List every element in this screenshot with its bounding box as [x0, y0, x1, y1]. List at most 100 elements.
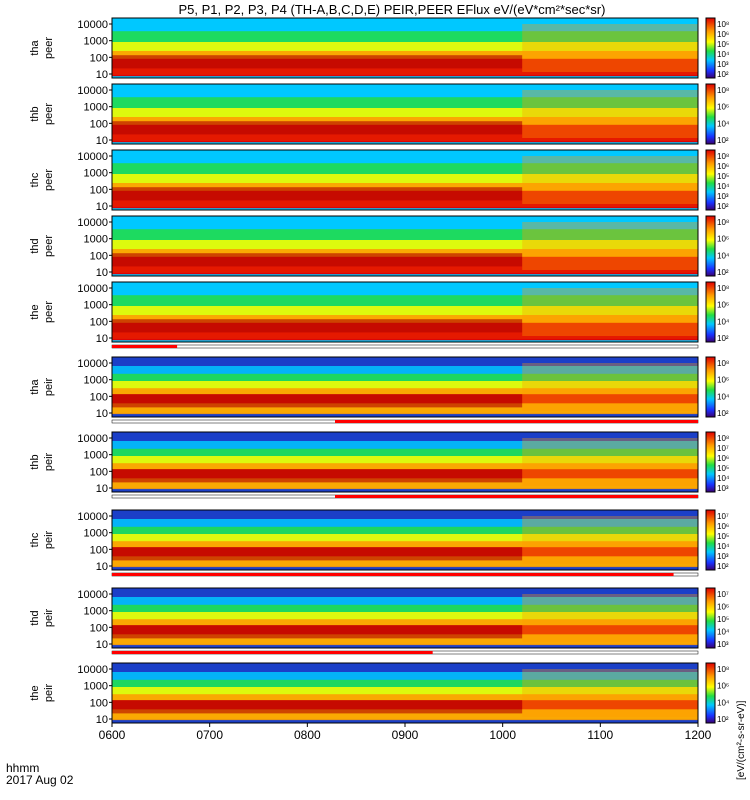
colorbar-tick-label: 10⁸	[717, 665, 729, 674]
colorbar-tick-label: 10⁸	[717, 86, 729, 95]
colorbar-tick-label: 10²	[717, 409, 729, 418]
y-label-probe: the	[29, 304, 41, 319]
spectrogram-core	[112, 121, 523, 135]
flag-bar-track	[111, 344, 699, 349]
y-axis-label: thb peir	[29, 452, 55, 471]
footer-hhmm-label: hhmm	[6, 761, 39, 775]
colorbar-tick-label: 10⁴	[717, 542, 730, 551]
colorbar-tick-label: 10⁶	[717, 603, 729, 612]
y-tick-label: 10000	[77, 511, 108, 523]
spectrogram-disturbed-region	[522, 288, 698, 336]
y-axis-label: thd peir	[29, 608, 55, 627]
panel-the-peer: 10000 1000 100 10 the peer 10⁸ 10⁶ 10⁴ 10²	[29, 281, 730, 345]
colorbar-tick-label: 10³	[717, 640, 729, 649]
y-tick-label: 10000	[77, 283, 108, 295]
colorbar-tick-label: 10⁴	[717, 50, 730, 59]
y-label-probe: thc	[29, 172, 41, 187]
flag-bar	[111, 419, 699, 424]
colorbar-tick-label: 10⁸	[717, 359, 729, 368]
y-label-species: peir	[43, 377, 55, 396]
colorbar-tick-label: 10²	[717, 562, 729, 571]
y-tick-label: 100	[90, 544, 108, 556]
y-tick-label: 10000	[77, 589, 108, 601]
panel-frame	[111, 83, 699, 145]
y-label-probe: tha	[29, 39, 41, 55]
colorbar-tick-label: 10⁴	[717, 628, 730, 637]
y-tick-label: 1000	[84, 606, 108, 618]
y-label-species: peer	[43, 37, 55, 59]
colorbar	[705, 83, 716, 145]
panel-tha-peir: 10000 1000 100 10 tha peir 10⁸ 10⁶ 10⁴ 10²	[29, 356, 730, 420]
colorbar	[705, 281, 716, 343]
panel-thd-peer: 10000 1000 100 10 thd peer 10⁸ 10⁶ 10⁴ 10²	[29, 215, 730, 279]
colorbar-tick-label: 10⁴	[717, 182, 730, 191]
spectrogram-core	[112, 394, 523, 408]
panel-the-peir: 10000 1000 100 10 the peir 10⁸ 10⁶ 10⁴ 10²	[29, 662, 730, 726]
colorbar-tick-label: 10⁷	[717, 512, 729, 521]
y-tick-label: 1000	[84, 528, 108, 540]
colorbar-tick-label: 10⁶	[717, 522, 729, 531]
colorbar-tick-label: 10³	[717, 60, 729, 69]
y-tick-label: 100	[90, 184, 108, 196]
y-tick-label: 10	[96, 714, 108, 726]
panel-frame	[111, 509, 699, 571]
panel-frame	[111, 149, 699, 211]
y-axis-label: thb peer	[29, 103, 55, 125]
y-tick-label: 10000	[77, 19, 108, 31]
colorbar-tick-label: 10⁷	[717, 590, 729, 599]
spectrogram-band	[112, 339, 698, 341]
colorbar	[705, 509, 716, 571]
spectrogram-core	[112, 547, 523, 561]
spectrogram-disturbed-region	[522, 222, 698, 270]
colorbar-tick-label: 10²	[717, 70, 729, 79]
panel-frame	[111, 431, 699, 493]
colorbar	[705, 431, 716, 493]
footer-date-label: 2017 Aug 02	[6, 773, 74, 787]
spectrogram-disturbed-region	[522, 669, 698, 717]
y-label-probe: tha	[29, 378, 41, 394]
y-tick-label: 1000	[84, 102, 108, 114]
y-label-probe: thb	[29, 106, 41, 121]
y-tick-label: 10000	[77, 358, 108, 370]
y-tick-label: 10	[96, 483, 108, 495]
spectrogram-core	[112, 319, 523, 333]
colorbar-tick-label: 10²	[717, 268, 729, 277]
y-label-probe: thb	[29, 454, 41, 469]
y-tick-label: 100	[90, 697, 108, 709]
spectrogram-core	[112, 625, 523, 639]
spectrogram-disturbed-region	[522, 438, 698, 486]
y-tick-label: 1000	[84, 36, 108, 48]
colorbar-tick-label: 10⁸	[717, 284, 729, 293]
spectrogram-band	[112, 273, 698, 275]
colorbar-tick-label: 10⁸	[717, 20, 729, 29]
colorbar-tick-label: 10⁴	[717, 392, 730, 401]
colorbar-tick-label: 10⁶	[717, 103, 729, 112]
colorbar-tick-label: 10⁵	[717, 40, 729, 49]
flag-bar-segment	[112, 345, 178, 348]
colorbar-tick-label: 10⁵	[717, 615, 729, 624]
x-tick-label: 1100	[587, 728, 613, 742]
y-tick-label: 10	[96, 201, 108, 213]
y-label-species: peir	[43, 608, 55, 627]
colorbar	[705, 662, 716, 724]
colorbar-tick-label: 10⁸	[717, 218, 729, 227]
y-tick-label: 1000	[84, 681, 108, 693]
colorbar-tick-label: 10⁴	[717, 698, 730, 707]
colorbar	[705, 356, 716, 418]
y-tick-label: 100	[90, 622, 108, 634]
colorbar	[705, 17, 716, 79]
y-tick-label: 10000	[77, 85, 108, 97]
x-tick-label: 0600	[99, 728, 126, 742]
y-tick-label: 1000	[84, 300, 108, 312]
y-axis-label: the peer	[29, 301, 55, 323]
spectrogram-band	[112, 75, 698, 77]
colorbar-tick-label: 10⁶	[717, 30, 729, 39]
y-tick-label: 1000	[84, 234, 108, 246]
x-tick-label: 0800	[294, 728, 321, 742]
y-tick-label: 10000	[77, 433, 108, 445]
panel-frame	[111, 215, 699, 277]
y-tick-label: 100	[90, 250, 108, 262]
